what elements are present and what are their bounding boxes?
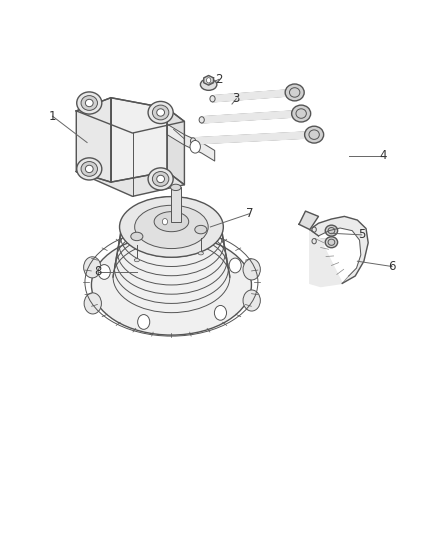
Circle shape — [243, 290, 260, 311]
Ellipse shape — [134, 259, 139, 262]
Ellipse shape — [154, 212, 189, 232]
Ellipse shape — [81, 95, 98, 110]
Circle shape — [229, 258, 241, 273]
Ellipse shape — [77, 92, 102, 114]
Ellipse shape — [134, 205, 208, 248]
Polygon shape — [310, 216, 368, 287]
Text: 8: 8 — [94, 265, 102, 278]
Circle shape — [84, 293, 102, 314]
Text: 3: 3 — [233, 92, 240, 106]
Circle shape — [199, 117, 204, 123]
Ellipse shape — [325, 237, 338, 248]
Ellipse shape — [85, 99, 93, 107]
Text: 1: 1 — [49, 110, 56, 123]
Circle shape — [243, 259, 260, 280]
Ellipse shape — [152, 105, 169, 120]
Polygon shape — [299, 211, 318, 230]
Circle shape — [162, 219, 168, 225]
Ellipse shape — [148, 168, 173, 190]
Ellipse shape — [148, 101, 173, 124]
Ellipse shape — [201, 79, 217, 90]
Ellipse shape — [304, 126, 324, 143]
Circle shape — [190, 140, 201, 153]
Polygon shape — [76, 98, 111, 182]
Ellipse shape — [170, 184, 181, 191]
Ellipse shape — [285, 84, 304, 101]
Text: 7: 7 — [246, 207, 253, 220]
Circle shape — [191, 138, 196, 144]
Ellipse shape — [157, 175, 165, 183]
Ellipse shape — [85, 165, 93, 173]
Ellipse shape — [120, 197, 223, 257]
Ellipse shape — [81, 161, 98, 176]
Circle shape — [138, 314, 150, 329]
Text: 6: 6 — [388, 260, 396, 273]
Circle shape — [312, 227, 316, 232]
Text: 4: 4 — [380, 149, 387, 162]
Polygon shape — [314, 239, 332, 245]
Bar — [170, 188, 181, 222]
Text: 5: 5 — [358, 228, 365, 241]
Ellipse shape — [131, 232, 143, 241]
Ellipse shape — [325, 225, 338, 236]
Circle shape — [312, 239, 316, 244]
Circle shape — [210, 95, 215, 102]
Polygon shape — [212, 90, 295, 102]
Ellipse shape — [195, 225, 207, 234]
Polygon shape — [204, 76, 213, 85]
Ellipse shape — [92, 235, 251, 335]
Circle shape — [215, 305, 226, 320]
Polygon shape — [111, 98, 167, 182]
Polygon shape — [76, 172, 184, 196]
Circle shape — [206, 78, 211, 83]
Polygon shape — [193, 132, 314, 144]
Polygon shape — [201, 110, 301, 123]
Polygon shape — [167, 108, 184, 185]
Polygon shape — [314, 227, 332, 233]
Ellipse shape — [77, 158, 102, 180]
Polygon shape — [76, 98, 184, 133]
Circle shape — [156, 232, 169, 247]
Ellipse shape — [292, 105, 311, 122]
Circle shape — [84, 257, 101, 278]
Text: 2: 2 — [215, 73, 223, 86]
Ellipse shape — [198, 252, 203, 255]
Ellipse shape — [152, 172, 169, 187]
Polygon shape — [167, 124, 215, 161]
Ellipse shape — [157, 109, 165, 116]
Circle shape — [98, 264, 110, 279]
